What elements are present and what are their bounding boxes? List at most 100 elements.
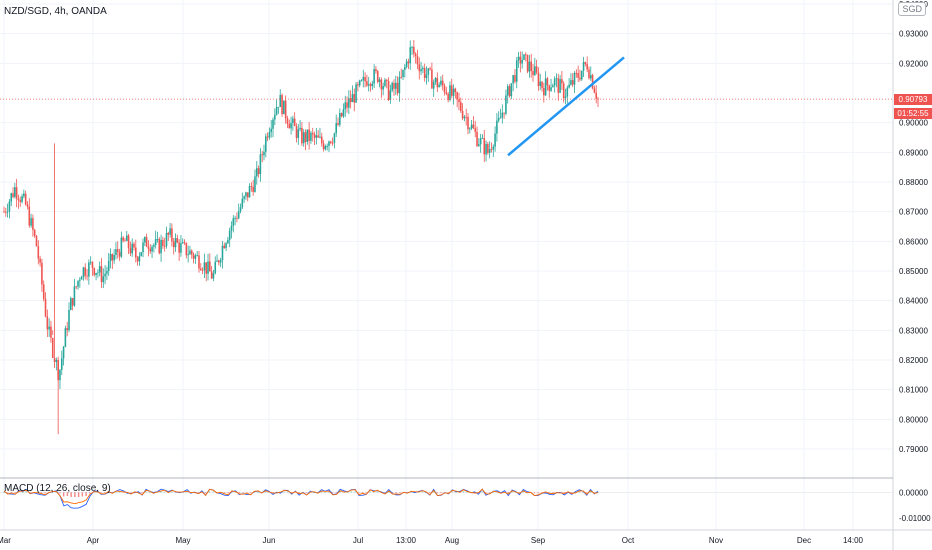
candle-body — [165, 232, 168, 247]
macd-histogram-bar — [578, 491, 580, 493]
candle-body — [102, 276, 105, 283]
candle-body — [199, 268, 202, 270]
candle-body — [218, 260, 220, 263]
candle-body — [176, 238, 179, 243]
candle-body — [382, 86, 384, 90]
candle-body — [416, 56, 419, 65]
macd-signal-line — [3, 488, 599, 505]
macd-histogram-bar — [44, 492, 46, 494]
candle-body — [517, 56, 520, 61]
macd-histogram-bar — [85, 492, 87, 496]
candle-body — [292, 118, 294, 123]
candle-body — [70, 298, 72, 310]
price-axis-label: 0.90000 — [899, 119, 928, 128]
macd-histogram-bar — [358, 492, 360, 494]
candle-body — [499, 117, 502, 119]
candle-body — [172, 241, 175, 248]
candle-body — [593, 88, 596, 93]
candle-body — [413, 47, 415, 54]
candle-body — [366, 81, 368, 86]
candle-body — [210, 271, 213, 279]
macd-histogram-bar — [432, 491, 435, 493]
candle-body — [384, 79, 386, 87]
candle-body — [180, 243, 182, 253]
candle-body — [167, 232, 170, 235]
candle-body — [35, 235, 38, 247]
candle-body — [154, 239, 157, 246]
candle-body — [431, 69, 433, 89]
candle-body — [192, 254, 195, 259]
price-axis-label: 0.81000 — [899, 386, 928, 395]
candle-body — [95, 272, 97, 275]
candle-body — [264, 136, 267, 152]
candle-body — [201, 269, 204, 271]
macd-histogram-bar — [148, 492, 151, 493]
candle-body — [259, 154, 262, 175]
candle-body — [156, 239, 159, 240]
candle-body — [17, 198, 20, 201]
candle-body — [237, 211, 240, 219]
candle-body — [526, 54, 529, 72]
macd-histogram-bar — [283, 491, 285, 493]
candle-body — [24, 193, 27, 205]
macd-histogram-bar — [339, 491, 341, 493]
candle-body — [483, 138, 486, 155]
candle-body — [505, 95, 507, 114]
candle-body — [122, 237, 124, 241]
macd-histogram-bar — [130, 492, 132, 493]
time-axis-label: Oct — [622, 536, 635, 545]
macd-histogram-bar — [533, 492, 536, 494]
macd-histogram-bar — [552, 492, 554, 494]
candle-body — [302, 132, 305, 144]
candle-body — [232, 218, 235, 226]
candle-body — [219, 260, 222, 263]
candle-body — [134, 247, 137, 258]
candle-body — [535, 66, 538, 73]
price-axis-label: 0.88000 — [899, 178, 928, 187]
candle-body — [84, 267, 87, 276]
currency-button[interactable]: SGD — [898, 2, 926, 16]
macd-histogram-bar — [212, 491, 214, 493]
candle-body — [283, 100, 285, 115]
candle-body — [293, 118, 296, 127]
candle-body — [50, 326, 52, 338]
candle-body — [250, 186, 253, 187]
macd-histogram-bar — [481, 491, 483, 493]
candle-body — [311, 132, 314, 135]
candle-body — [519, 56, 522, 64]
macd-histogram-bar — [350, 491, 353, 493]
candle-body — [23, 193, 25, 197]
candle-body — [277, 106, 280, 108]
candle-body — [228, 230, 231, 240]
macd-histogram-bar — [14, 492, 16, 493]
candle-body — [398, 76, 401, 94]
macd-histogram-bar — [6, 492, 9, 493]
macd-histogram-bar — [466, 491, 468, 493]
trendline[interactable] — [507, 56, 625, 157]
candle-body — [414, 53, 417, 57]
candle-body — [203, 262, 206, 271]
macd-histogram-bar — [593, 492, 595, 493]
macd-histogram-bar — [507, 492, 509, 494]
candle-body — [8, 201, 11, 212]
macd-histogram-bar — [59, 492, 61, 494]
macd-histogram-bar — [399, 492, 401, 494]
macd-histogram-bar — [66, 492, 69, 497]
candle-body — [138, 256, 141, 262]
macd-histogram-bar — [541, 492, 543, 493]
candle-body — [571, 80, 574, 85]
candle-body — [559, 79, 561, 93]
candle-body — [113, 255, 115, 261]
candle-body — [458, 99, 460, 103]
macd-histogram-bar — [331, 492, 334, 493]
macd-histogram-bar — [197, 492, 199, 493]
candle-body — [584, 62, 587, 64]
time-axis-label: Apr — [87, 536, 100, 545]
candle-body — [575, 72, 578, 74]
macd-histogram-bar — [574, 492, 577, 493]
candle-body — [147, 246, 150, 249]
candle-body — [396, 82, 399, 94]
candle-body — [391, 82, 393, 91]
candle-body — [589, 75, 592, 79]
